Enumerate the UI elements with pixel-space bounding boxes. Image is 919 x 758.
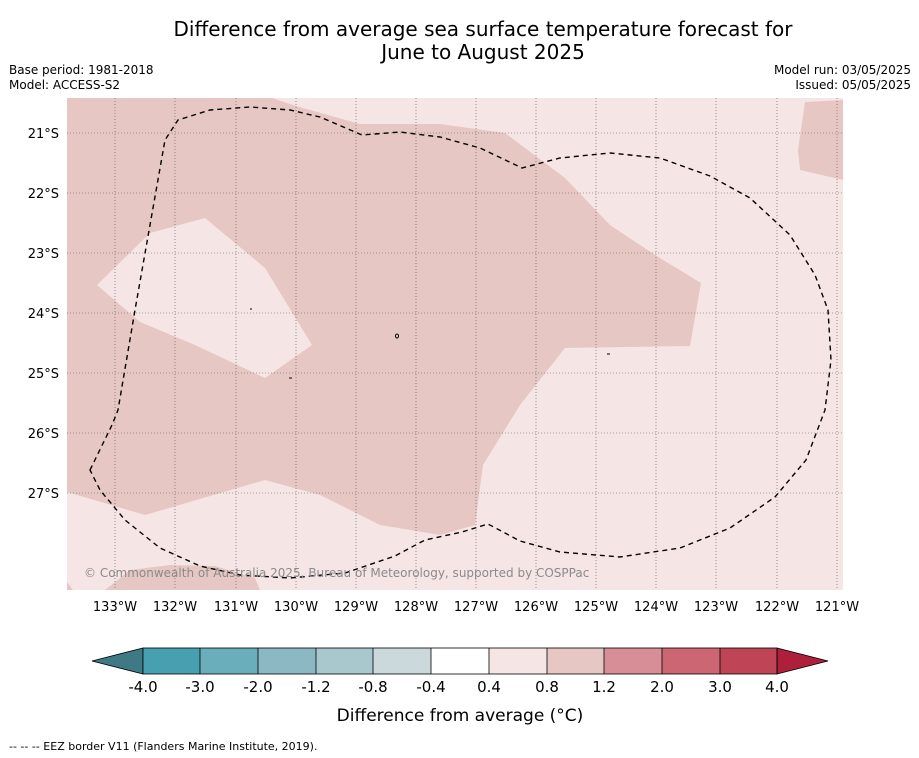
colorbar-ticks: -4.0 -3.0 -2.0 -1.2 -0.8 -0.4 0.4 0.8 1.… bbox=[128, 678, 789, 696]
colorbar-tick-label: -4.0 bbox=[128, 678, 157, 696]
model-name: Model: ACCESS-S2 bbox=[9, 78, 121, 92]
lat-label: 26°S bbox=[28, 427, 59, 442]
colorbar-tick-label: -1.2 bbox=[301, 678, 330, 696]
colorbar-tick-label: 2.0 bbox=[650, 678, 674, 696]
copyright-notice: © Commonwealth of Australia 2025, Bureau… bbox=[84, 566, 589, 580]
lon-label: 123°W bbox=[694, 600, 738, 615]
lon-label: 128°W bbox=[394, 600, 438, 615]
medium-anomaly-patch-corner bbox=[67, 582, 73, 590]
colorbar-extend-low bbox=[91, 647, 144, 675]
lat-label: 24°S bbox=[28, 307, 59, 322]
map-title: Difference from average sea surface temp… bbox=[0, 18, 919, 64]
colorbar-segment bbox=[316, 648, 373, 674]
lat-label: 25°S bbox=[28, 367, 59, 382]
meta-left: Base period: 1981-2018 Model: ACCESS-S2 bbox=[9, 63, 154, 93]
colorbar-tick-label: -0.4 bbox=[416, 678, 445, 696]
colorbar-segment bbox=[720, 648, 777, 674]
colorbar-tick-label: 3.0 bbox=[708, 678, 732, 696]
colorbar-segment bbox=[662, 648, 720, 674]
colorbar-segment bbox=[258, 648, 316, 674]
base-period: Base period: 1981-2018 bbox=[9, 63, 154, 77]
lon-label: 122°W bbox=[755, 600, 799, 615]
light-anomaly-patch bbox=[97, 218, 312, 378]
colorbar-tick-label: -3.0 bbox=[185, 678, 214, 696]
lon-label: 131°W bbox=[214, 600, 258, 615]
map-area bbox=[67, 98, 843, 590]
colorbar-tick-label: 1.2 bbox=[592, 678, 616, 696]
lon-label: 126°W bbox=[514, 600, 558, 615]
meta-right: Model run: 03/05/2025 Issued: 05/05/2025 bbox=[774, 63, 911, 93]
graticule bbox=[67, 98, 843, 590]
title-line-1: Difference from average sea surface temp… bbox=[173, 17, 793, 41]
colorbar-tick-label: -2.0 bbox=[243, 678, 272, 696]
colorbar-tick-label: 0.8 bbox=[535, 678, 559, 696]
colorbar-segment bbox=[547, 648, 604, 674]
colorbar-dividers bbox=[142, 647, 778, 675]
medium-anomaly-region bbox=[67, 98, 701, 535]
lon-label: 133°W bbox=[93, 600, 137, 615]
colorbar-label: Difference from average (°C) bbox=[337, 706, 584, 726]
colorbar-segment bbox=[604, 648, 662, 674]
colorbar-segment bbox=[200, 648, 258, 674]
lon-label: 130°W bbox=[274, 600, 318, 615]
model-run: Model run: 03/05/2025 bbox=[773, 63, 911, 77]
colorbar-tick-label: -0.8 bbox=[358, 678, 387, 696]
colorbar-tick-label: 0.4 bbox=[477, 678, 501, 696]
lon-label: 121°W bbox=[815, 600, 859, 615]
lat-label: 23°S bbox=[28, 247, 59, 262]
eez-footnote: -- -- -- EEZ border V11 (Flanders Marine… bbox=[9, 740, 318, 753]
longitude-labels: 133°W 132°W 131°W 130°W 129°W 128°W 127°… bbox=[93, 600, 859, 615]
lat-label: 21°S bbox=[28, 127, 59, 142]
colorbar-segment bbox=[431, 648, 489, 674]
colorbar-extend-high bbox=[776, 647, 829, 675]
colorbar-segment bbox=[143, 648, 200, 674]
colorbar-tick-label: 4.0 bbox=[765, 678, 789, 696]
colorbar-segment bbox=[373, 648, 431, 674]
lon-label: 129°W bbox=[334, 600, 378, 615]
title-line-2: June to August 2025 bbox=[381, 40, 585, 64]
lon-label: 124°W bbox=[634, 600, 678, 615]
lat-label: 22°S bbox=[28, 187, 59, 202]
eez-border bbox=[89, 106, 832, 579]
colorbar-segment bbox=[489, 648, 547, 674]
small-island-markers bbox=[250, 308, 610, 379]
colorbar: -4.0 -3.0 -2.0 -1.2 -0.8 -0.4 0.4 0.8 1.… bbox=[91, 647, 829, 726]
lat-label: 27°S bbox=[28, 487, 59, 502]
issued-date: Issued: 05/05/2025 bbox=[795, 78, 911, 92]
lon-label: 132°W bbox=[153, 600, 197, 615]
lon-label: 125°W bbox=[574, 600, 618, 615]
latitude-labels: 21°S 22°S 23°S 24°S 25°S 26°S 27°S bbox=[28, 127, 59, 502]
lon-label: 127°W bbox=[454, 600, 498, 615]
medium-anomaly-patch-east bbox=[798, 100, 843, 180]
